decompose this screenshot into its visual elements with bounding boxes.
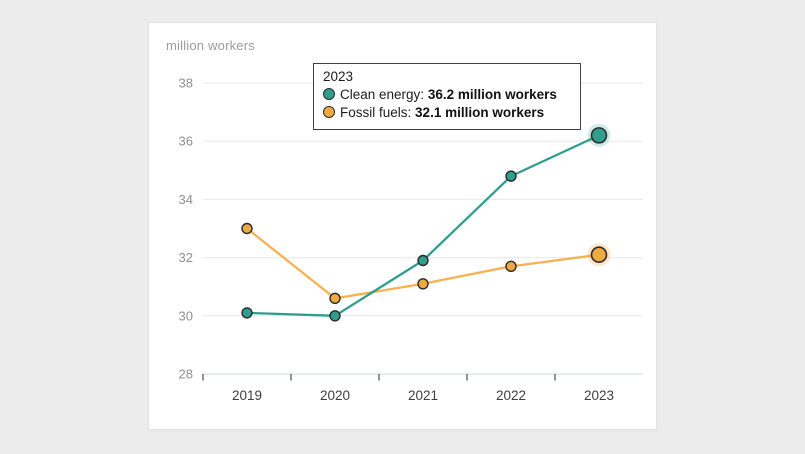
x-tick-label-2022: 2022: [496, 388, 526, 403]
data-point-fossil-fuels-2021[interactable]: [417, 278, 429, 290]
tooltip-row-clean-energy: Clean energy: 36.2 million workers: [323, 86, 571, 104]
x-tick-label-2023: 2023: [584, 388, 614, 403]
data-point-clean-energy-2023[interactable]: [590, 127, 608, 144]
tooltip-series-value: 36.2 million workers: [427, 87, 557, 102]
fossil-fuels-legend-dot-icon: [323, 106, 335, 118]
y-tick-label-36: 36: [179, 134, 193, 149]
y-axis-unit-label: million workers: [166, 38, 255, 53]
chart-canvas: 38 36 34 32 30 28 2019 2020 2021 2022 2023: [179, 76, 643, 403]
data-point-fossil-fuels-2022[interactable]: [505, 260, 517, 273]
clean-energy-legend-dot-icon: [323, 88, 335, 100]
tooltip-separator: :: [407, 105, 416, 120]
x-tick-label-2020: 2020: [320, 388, 350, 403]
tooltip-separator: :: [420, 87, 428, 102]
y-tick-label-38: 38: [179, 76, 193, 91]
tooltip-row-fossil-fuels: Fossil fuels: 32.1 million workers: [323, 104, 571, 122]
tooltip-series-value: 32.1 million workers: [415, 105, 545, 120]
tooltip-series-label: Fossil fuels: [340, 105, 408, 120]
x-tick-label-2019: 2019: [232, 388, 262, 403]
tooltip-year-label: 2023: [323, 69, 354, 84]
data-point-fossil-fuels-2023[interactable]: [590, 246, 608, 263]
y-tick-label-34: 34: [179, 192, 193, 207]
data-point-clean-energy-2020[interactable]: [329, 310, 341, 322]
y-tick-label-30: 30: [179, 308, 193, 323]
data-point-clean-energy-2022[interactable]: [505, 170, 517, 182]
y-tick-label-28: 28: [179, 367, 193, 382]
chart-tooltip: 2023 Clean energy: 36.2 million workers …: [313, 63, 581, 130]
data-point-fossil-fuels-2019[interactable]: [241, 222, 253, 235]
data-point-clean-energy-2019[interactable]: [241, 307, 253, 319]
chart-card: 38 36 34 32 30 28 2019 2020 2021 2022 2023 million…: [148, 22, 657, 430]
x-tick-label-2021: 2021: [408, 388, 438, 403]
tooltip-series-label: Clean energy: [340, 87, 421, 102]
data-point-clean-energy-2021[interactable]: [417, 254, 429, 267]
data-point-fossil-fuels-2020[interactable]: [329, 292, 341, 305]
y-tick-label-32: 32: [179, 250, 193, 265]
